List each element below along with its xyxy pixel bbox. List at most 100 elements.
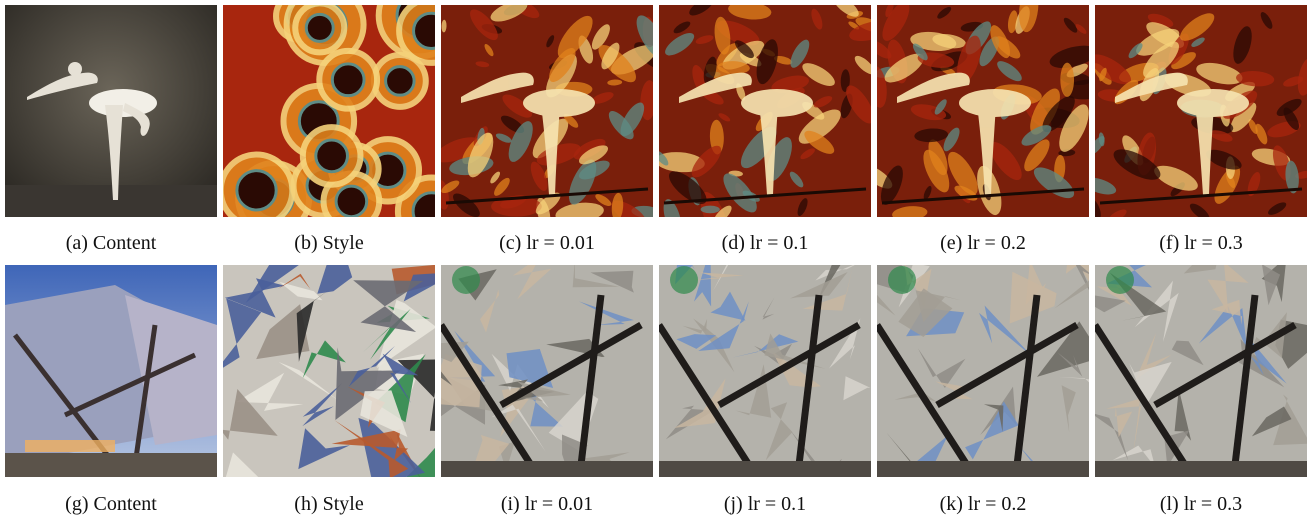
base-band <box>441 461 653 477</box>
stylized-beams <box>441 294 643 467</box>
caption-c: (c) lr = 0.01 <box>499 232 595 254</box>
cubist-shape <box>298 428 350 470</box>
brush-stroke <box>591 92 614 104</box>
brush-stroke <box>689 5 714 16</box>
brush-stroke <box>1147 13 1174 28</box>
brush-stroke <box>1154 165 1198 191</box>
cubist-shape <box>256 304 310 360</box>
facet-shape <box>674 378 726 428</box>
floor-line <box>663 187 867 205</box>
facet-shape <box>590 270 634 293</box>
brush-stroke <box>1042 95 1075 133</box>
caption-l: (l) lr = 0.3 <box>1159 493 1243 515</box>
cubist-shape <box>245 265 299 303</box>
facet-shape <box>1112 445 1156 468</box>
brush-stroke <box>595 194 612 207</box>
brush-stroke <box>756 39 778 85</box>
brush-stroke <box>663 199 682 217</box>
facet-shape <box>1273 394 1307 446</box>
facet-shape <box>1134 280 1179 343</box>
cubist-shape <box>278 273 311 290</box>
brush-stroke <box>1099 67 1107 82</box>
brush-stroke <box>535 192 561 215</box>
brush-stroke <box>1060 62 1075 97</box>
brush-stroke <box>703 56 717 85</box>
brush-stroke <box>877 40 892 59</box>
image-b-style <box>223 5 435 217</box>
brush-stroke <box>557 15 593 59</box>
brush-stroke <box>811 8 823 30</box>
cubist-shape <box>334 420 409 477</box>
facet-shape <box>710 291 746 321</box>
base-band <box>659 461 871 477</box>
brush-stroke <box>790 39 810 68</box>
brush-stroke <box>1180 13 1215 41</box>
brush-stroke <box>490 171 501 184</box>
brush-stroke <box>882 5 910 41</box>
cubist-shape <box>360 390 408 437</box>
image-c-stylized <box>441 5 653 217</box>
brush-stroke <box>934 99 947 115</box>
caption-g: (g) Content <box>65 493 157 515</box>
brush-stroke <box>947 151 978 196</box>
swirl-core <box>304 12 335 43</box>
facet-shape <box>765 402 793 461</box>
facet-shape <box>980 386 1016 435</box>
brush-stroke <box>494 177 510 196</box>
brush-stroke <box>1283 107 1299 131</box>
brush-stroke <box>607 79 623 86</box>
facet-shape <box>1198 306 1248 351</box>
facet-shape <box>1207 265 1249 314</box>
brush-stroke <box>1007 10 1018 34</box>
cubist-shape <box>279 281 323 301</box>
image-f-stylized <box>1095 5 1307 217</box>
brush-stroke <box>914 128 949 143</box>
facet-shape <box>572 265 620 288</box>
brush-stroke <box>997 61 1022 82</box>
facet-shape <box>1129 361 1172 406</box>
image-a-content <box>5 5 217 217</box>
brush-stroke <box>640 80 653 121</box>
brush-stroke <box>490 5 528 22</box>
brush-stroke <box>700 192 728 217</box>
image-i-stylized <box>441 265 653 477</box>
brush-stroke <box>1236 70 1275 87</box>
brush-stroke <box>840 69 850 92</box>
caption-h: (h) Style <box>294 493 364 515</box>
brush-stroke <box>1143 41 1179 78</box>
brush-stroke <box>943 127 960 152</box>
facet-shape <box>1057 352 1083 377</box>
brush-stroke <box>578 145 609 165</box>
cubist-shape <box>302 382 343 427</box>
floor-line <box>1099 187 1303 205</box>
brush-stroke <box>880 165 903 205</box>
brush-stroke <box>771 75 809 93</box>
brush-stroke <box>441 19 447 33</box>
facet-shape <box>676 334 717 349</box>
brush-stroke <box>1108 209 1127 217</box>
brush-stroke <box>1196 62 1243 85</box>
brush-stroke <box>1191 37 1205 47</box>
stylized-beams <box>1095 294 1297 467</box>
brush-stroke <box>691 145 722 178</box>
facet-shape <box>965 401 1019 460</box>
image-h-style <box>223 265 435 477</box>
facet-shape <box>1174 388 1192 441</box>
brush-stroke <box>508 121 533 162</box>
cubist-shape <box>317 265 353 294</box>
facet-shape <box>983 404 1004 432</box>
brush-stroke <box>923 185 932 200</box>
caption-d: (d) lr = 0.1 <box>721 232 809 254</box>
facet-shape <box>1097 284 1140 306</box>
brush-stroke <box>1136 28 1180 56</box>
swirl-core <box>384 65 416 97</box>
swirl-core <box>314 138 349 174</box>
brush-stroke <box>601 42 620 70</box>
brush-stroke <box>1189 203 1210 217</box>
brush-stroke <box>714 16 731 55</box>
brush-stroke <box>884 53 924 83</box>
brush-stroke <box>659 150 669 166</box>
stylized-beams <box>659 294 861 467</box>
brush-stroke <box>1049 45 1089 68</box>
brush-stroke <box>928 139 948 176</box>
